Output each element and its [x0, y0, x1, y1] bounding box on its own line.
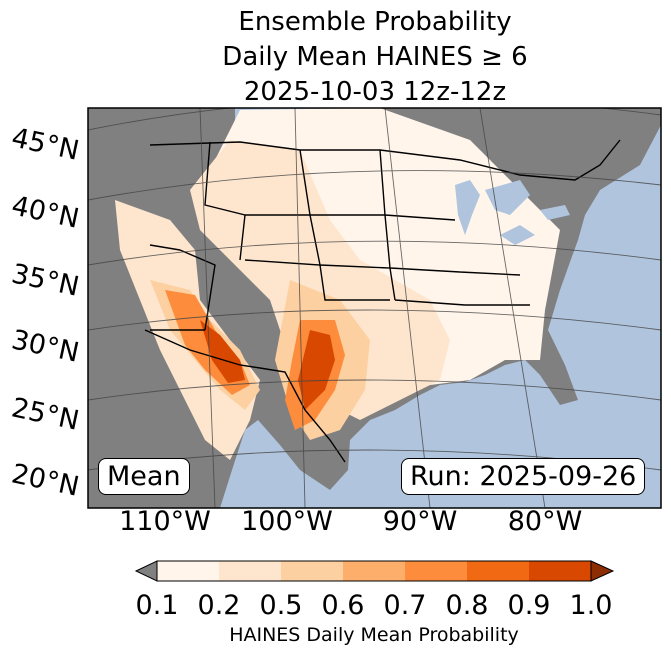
prob-0.9-region — [298, 330, 335, 410]
colorbar-tick-5: 0.8 — [445, 590, 489, 621]
lon-label-110w: 110°W — [119, 506, 211, 537]
colorbar-label: HAINES Daily Mean Probability — [229, 624, 519, 646]
colorbar-tick-6: 0.9 — [507, 590, 551, 621]
map-frame — [87, 107, 662, 509]
graticule-100W — [294, 108, 306, 508]
run-date-box: Run: 2025-09-26 — [401, 458, 646, 495]
colorbar-tick-2: 0.5 — [259, 590, 303, 621]
colorbar-tick-4: 0.7 — [383, 590, 427, 621]
title-line-3: 2025-10-03 12z-12z — [243, 77, 507, 107]
colorbar-bin-0 — [157, 561, 219, 581]
colorbar-bin-5 — [467, 561, 529, 581]
colorbar-tick-3: 0.6 — [321, 590, 365, 621]
prob-0.2-region — [190, 140, 450, 420]
graticule-110W — [199, 108, 216, 508]
colorbar-tick-7: 1.0 — [569, 590, 613, 621]
graticule-35 — [88, 240, 661, 266]
colorbar-bin-6 — [529, 561, 591, 581]
colorbar-bin-4 — [405, 561, 467, 581]
graticule-30 — [88, 309, 661, 331]
mean-label-box: Mean — [98, 458, 190, 495]
colorbar-tick-1: 0.2 — [197, 590, 241, 621]
graticule-45 — [88, 108, 661, 131]
lon-label-90w: 90°W — [382, 506, 458, 537]
colorbar-bin-2 — [281, 561, 343, 581]
colorbar-over-arrow — [590, 560, 615, 582]
graticule-80W — [479, 108, 546, 508]
lon-label-100w: 100°W — [241, 506, 333, 537]
title-line-2: Daily Mean HAINES ≥ 6 — [222, 42, 528, 72]
colorbar-under-arrow — [134, 560, 158, 582]
prob-0.9-west — [200, 320, 245, 383]
graticule-25 — [88, 379, 661, 401]
title-line-1: Ensemble Probability — [238, 7, 512, 37]
graticule-90W — [384, 108, 431, 508]
colorbar-bin-3 — [343, 561, 405, 581]
us-canada-border — [149, 139, 621, 181]
colorbar-bin-1 — [219, 561, 281, 581]
lon-label-80w: 80°W — [507, 506, 583, 537]
great-lakes — [455, 180, 570, 245]
colorbar-tick-0: 0.1 — [135, 590, 179, 621]
colorbar-frame — [156, 560, 592, 582]
us-mexico-border — [144, 329, 346, 463]
graticule-40 — [88, 170, 661, 201]
